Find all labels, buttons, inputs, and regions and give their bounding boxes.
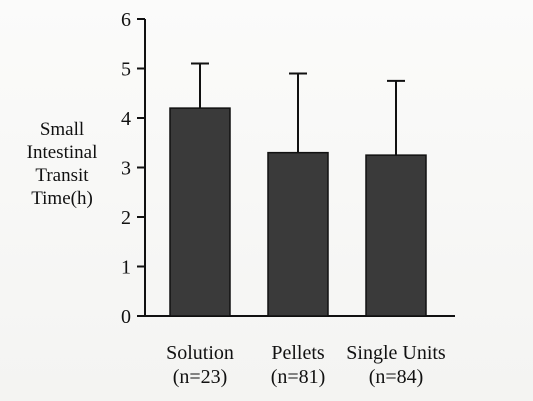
x-category-note: (n=84) xyxy=(369,366,424,388)
bar xyxy=(365,154,427,317)
bars xyxy=(169,107,427,317)
bar xyxy=(267,151,329,317)
y-axis-label-line: Small xyxy=(40,119,84,140)
y-axis-label: Small Intestinal Transit Time(h) xyxy=(27,119,98,209)
y-tick-label: 6 xyxy=(121,9,131,31)
x-category-note: (n=23) xyxy=(173,366,228,388)
y-tick-label: 4 xyxy=(121,108,131,130)
y-axis-label-line: Time(h) xyxy=(31,188,93,209)
y-tick-label: 1 xyxy=(121,257,131,279)
x-category-label: Solution xyxy=(166,342,234,364)
bar xyxy=(169,107,231,317)
y-axis-label-line: Transit xyxy=(35,165,89,186)
x-category-label: Pellets xyxy=(271,342,325,364)
y-axis-label-line: Intestinal xyxy=(27,142,98,163)
y-tick-label: 3 xyxy=(121,158,131,180)
x-axis-categories: Solution(n=23) Pellets(n=81) Single Units(… xyxy=(166,342,446,388)
error-bars xyxy=(191,62,405,156)
y-tick-label: 5 xyxy=(121,59,131,81)
y-axis-ticks: 0 1 2 3 4 5 6 xyxy=(121,9,145,328)
x-category-label: Single Units xyxy=(346,342,446,364)
y-tick-label: 0 xyxy=(121,306,131,328)
x-category-note: (n=81) xyxy=(271,366,326,388)
y-tick-label: 2 xyxy=(121,207,131,229)
